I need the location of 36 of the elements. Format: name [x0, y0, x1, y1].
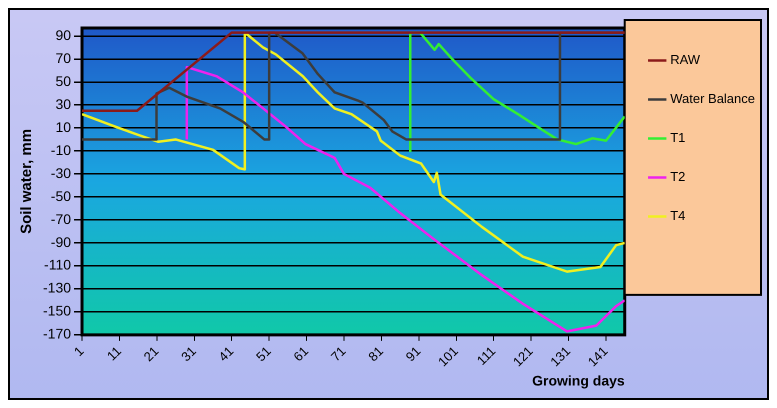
x-tick-label: 101 [434, 343, 461, 370]
x-tick-label: 81 [365, 343, 386, 364]
legend-label: T1 [670, 130, 686, 146]
x-tick-label: 1 [70, 343, 87, 360]
x-tick-label: 131 [547, 343, 574, 370]
y-tick-label: -50 [50, 188, 72, 204]
y-tick-label: -90 [50, 234, 72, 250]
x-tick-label: 61 [290, 343, 312, 364]
x-tick-label: 21 [140, 343, 162, 364]
x-tick-label: 31 [178, 343, 199, 364]
legend-label: T4 [670, 208, 686, 224]
x-tick-label: 11 [104, 343, 124, 364]
y-tick-label: -150 [42, 302, 72, 319]
x-axis-title: Growing days [532, 372, 625, 388]
y-tick-label: -130 [42, 280, 72, 296]
x-tick-label: 41 [216, 343, 236, 364]
x-tick-label: 51 [252, 343, 274, 364]
legend-label: RAW [670, 52, 701, 68]
x-tick-label: 121 [510, 343, 536, 370]
y-tick-label: -10 [50, 142, 72, 158]
y-tick-label: 50 [55, 72, 72, 89]
y-tick-label: 30 [55, 96, 72, 112]
y-tick-label: -70 [50, 210, 72, 227]
x-tick-label: 111 [474, 343, 498, 368]
y-tick-label: 90 [55, 26, 72, 43]
x-tick-label: 71 [328, 343, 349, 364]
y-axis-title: Soil water, mm [18, 128, 36, 234]
y-tick-label: -30 [50, 164, 72, 181]
y-tick-label: 10 [55, 118, 72, 135]
legend-label: T2 [670, 169, 686, 184]
legend-label: Water Balance [670, 91, 755, 106]
x-tick-label: 141 [584, 343, 611, 370]
x-tick-label: 91 [402, 343, 424, 364]
y-tick-label: -170 [42, 326, 72, 342]
y-tick-label: 70 [55, 50, 72, 66]
y-tick-label: -110 [44, 256, 72, 273]
